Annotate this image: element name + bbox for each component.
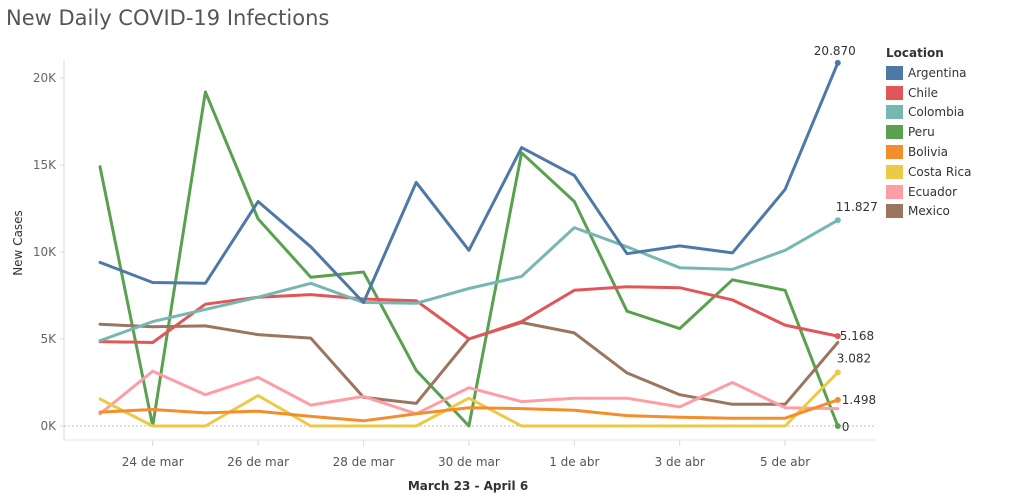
legend-item-peru[interactable]: Peru bbox=[886, 122, 971, 142]
series-line-argentina bbox=[98, 61, 840, 304]
series-line-costa-rica bbox=[98, 370, 840, 428]
legend-title: Location bbox=[886, 46, 944, 60]
end-label-bolivia: 1.498 bbox=[842, 393, 876, 407]
x-tick-label: 24 de mar bbox=[122, 455, 184, 469]
y-tick-label: 15K bbox=[33, 158, 57, 172]
legend-label-colombia: Colombia bbox=[908, 105, 965, 120]
end-label-chile: 5.168 bbox=[840, 329, 874, 343]
end-labels-layer: 20.870 5.168 11.827 0 1.498 3.082 bbox=[814, 44, 878, 434]
legend-label-chile: Chile bbox=[908, 85, 939, 100]
series-line-bolivia bbox=[98, 398, 840, 423]
y-axis-title: New Cases bbox=[11, 210, 25, 276]
series-layer bbox=[98, 59, 841, 429]
legend-label-bolivia: Bolivia bbox=[908, 145, 949, 160]
legend-swatch-chile bbox=[886, 85, 903, 100]
x-tick-label: 26 de mar bbox=[227, 455, 289, 469]
legend-item-colombia[interactable]: Colombia bbox=[886, 103, 971, 123]
series-line-colombia bbox=[98, 218, 840, 343]
legend-swatch-costa-rica bbox=[886, 164, 903, 179]
axes: 0K 5K 10K 15K 20K New Cases 24 de mar 26 de mar… bbox=[11, 60, 876, 493]
legend-item-costa-rica[interactable]: Costa Rica bbox=[886, 162, 971, 182]
end-label-peru: 0 bbox=[842, 420, 850, 434]
legend-swatch-bolivia bbox=[886, 145, 903, 160]
legend-item-argentina[interactable]: Argentina bbox=[886, 63, 971, 83]
y-tick-label: 0K bbox=[40, 419, 57, 433]
legend-items: Argentina Chile Colombia Peru Bolivia Costa R… bbox=[886, 63, 971, 221]
x-tick-label: 5 de abr bbox=[760, 455, 810, 469]
y-tick-label: 5K bbox=[40, 332, 57, 346]
legend-label-ecuador: Ecuador bbox=[908, 184, 958, 199]
legend-item-chile[interactable]: Chile bbox=[886, 83, 971, 103]
end-point-peru bbox=[834, 423, 841, 429]
x-tick-label: 3 de abr bbox=[655, 455, 705, 469]
end-point-bolivia bbox=[834, 396, 841, 403]
legend-item-mexico[interactable]: Mexico bbox=[886, 202, 971, 222]
end-label-costa-rica: 3.082 bbox=[837, 351, 871, 365]
legend-swatch-ecuador bbox=[886, 184, 903, 199]
legend-item-bolivia[interactable]: Bolivia bbox=[886, 142, 971, 162]
legend-label-costa-rica: Costa Rica bbox=[908, 164, 972, 179]
legend-swatch-peru bbox=[886, 125, 903, 140]
end-point-argentina bbox=[834, 59, 841, 66]
legend-swatch-colombia bbox=[886, 105, 903, 120]
series-line-chile bbox=[98, 285, 840, 344]
end-point-chile bbox=[834, 333, 841, 340]
x-tick-label: 28 de mar bbox=[333, 455, 395, 469]
legend-label-mexico: Mexico bbox=[908, 204, 950, 219]
line-chart: 0K 5K 10K 15K 20K New Cases 24 de mar 26 de mar… bbox=[11, 44, 878, 493]
legend-item-ecuador[interactable]: Ecuador bbox=[886, 182, 971, 202]
end-point-colombia bbox=[834, 217, 841, 224]
legend-label-argentina: Argentina bbox=[908, 65, 967, 80]
legend-swatch-argentina bbox=[886, 65, 903, 80]
end-label-argentina: 20.870 bbox=[814, 44, 856, 58]
y-tick-label: 10K bbox=[33, 245, 57, 259]
chart-title: New Daily COVID-19 Infections bbox=[6, 6, 330, 30]
series-line-peru bbox=[98, 90, 840, 428]
series-line-ecuador bbox=[98, 369, 840, 416]
legend-label-peru: Peru bbox=[908, 125, 935, 140]
legend-swatch-mexico bbox=[886, 204, 903, 219]
end-point-costa-rica bbox=[834, 369, 841, 376]
x-tick-label: 30 de mar bbox=[438, 455, 500, 469]
end-label-colombia: 11.827 bbox=[836, 200, 878, 214]
x-axis-title: March 23 - April 6 bbox=[408, 479, 528, 493]
x-tick-label: 1 de abr bbox=[549, 455, 599, 469]
y-tick-label: 20K bbox=[33, 71, 57, 85]
legend: Location Argentina Chile Colombia Peru Boliv… bbox=[886, 46, 971, 221]
